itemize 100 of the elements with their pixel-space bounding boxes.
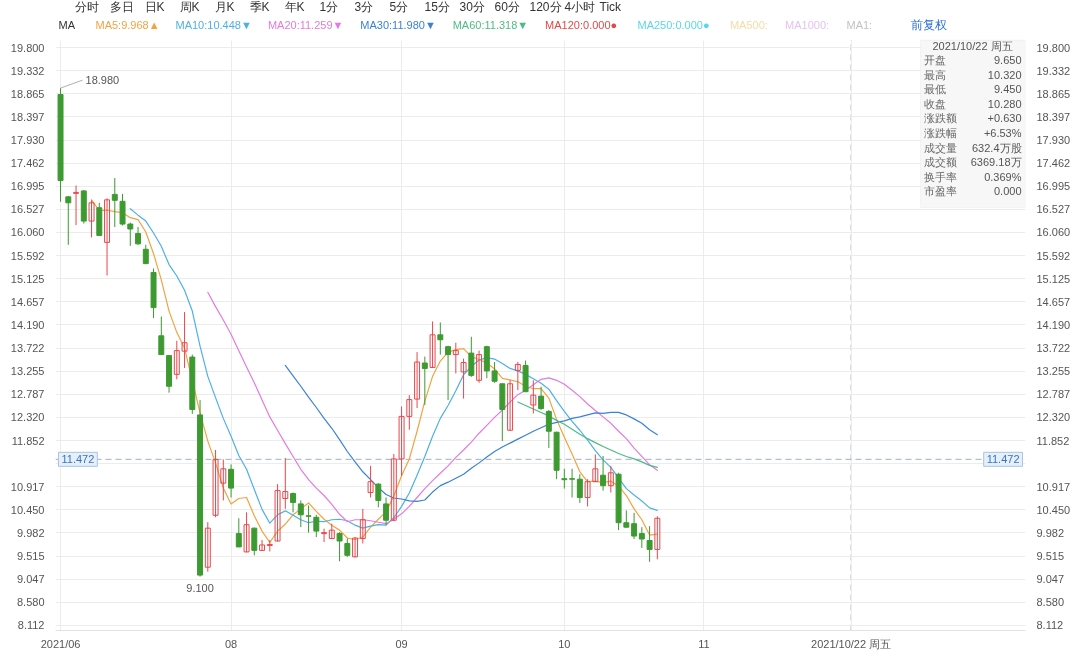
candlestick [119,193,126,227]
y2-tick-label: 17.462 [1036,157,1071,170]
candlestick [383,496,390,526]
text: 60分 [494,0,520,14]
text: 日K [144,0,165,14]
annotation: +6.53% [983,127,1022,139]
annotation: 收盘 [923,97,946,110]
annotation: 10.280 [987,97,1022,110]
text: 季K [249,0,270,14]
text: 周K [179,0,200,14]
candlestick [204,521,211,573]
annotation: 换手率 [923,170,957,183]
annotation: 0.369% [984,170,1022,183]
y-tick-label: 13.722 [10,342,45,355]
annotation: 6369.18万 [970,156,1022,169]
annotation: 最低 [923,83,946,96]
candlestick [73,184,80,226]
y2-tick-label: 14.657 [1036,295,1071,308]
candlestick [321,528,328,543]
candlestick [375,482,382,508]
y-tick-label: 10.917 [10,480,45,493]
y-tick-label: 12.787 [10,388,45,401]
candlestick [445,345,452,401]
candlestick [352,536,359,558]
legend-label: MA500: [729,18,768,31]
annotation: 632.4万股 [971,141,1022,154]
candlestick [367,465,374,498]
y2-tick-label: 16.527 [1036,203,1071,216]
text: 4小时 [564,0,596,14]
y-tick-label: 10.450 [10,503,45,516]
legend-label: MA120:0.000● [545,18,618,31]
y-tick-label: 12.320 [10,411,45,424]
candlestick [545,409,552,449]
legend-label: MA1: [846,18,873,31]
candlestick [414,351,421,409]
y2-tick-label: 12.787 [1036,388,1071,401]
line-series [517,401,658,468]
annotation: 最高 [923,68,946,81]
candlestick [600,455,607,492]
candlestick [313,514,320,538]
candlestick [88,199,95,238]
ref-line-label: 11.472 [61,453,95,466]
x-tick-label: 2021/06 [40,637,81,650]
y-tick-label: 14.190 [10,318,45,331]
text: MA20:11.259▼ [267,18,344,31]
annotation: 9.450 [993,83,1022,96]
y-tick-label: 9.982 [16,526,45,539]
text: 前复权 [910,17,947,32]
y2-tick-label: 8.112 [1036,619,1064,632]
y2-tick-label: 18.865 [1036,87,1071,100]
y-tick-label: 13.255 [10,365,45,378]
candlestick [259,539,266,552]
y2-tick-label: 19.800 [1036,41,1071,54]
x-tick-label: 08 [224,637,238,650]
text: 120分 [529,0,562,14]
x-tick-label: 09 [395,637,408,650]
annotation: 9.650 [993,54,1022,66]
y2-tick-label: 14.190 [1036,318,1071,331]
candlestick [491,361,498,384]
annotation: 成交额 [923,156,957,169]
text: MA5:9.968▲ [95,18,160,31]
annotation: 0.000 [993,185,1022,198]
annotation: 9.100 [186,581,214,594]
candlestick [514,361,521,391]
candlestick [654,515,661,560]
x-tick-label: 10 [558,637,571,650]
candlestick [359,508,366,544]
candlestick [569,468,576,498]
candlestick [460,358,467,400]
candlestick [437,321,444,356]
annotation: 开盘 [923,54,946,66]
annotation: 2021/10/22 周五 [932,39,1013,52]
candlestick [243,511,250,553]
y2-tick-label: 13.255 [1036,365,1071,378]
y2-tick-label: 10.917 [1036,480,1071,493]
y2-tick-label: 16.060 [1036,226,1071,239]
y-tick-label: 8.580 [16,596,45,609]
y-tick-label: 15.592 [10,249,45,262]
candlestick [297,499,304,528]
text: 1分 [319,0,339,14]
text: 年K [284,0,305,14]
y2-tick-label: 17.930 [1036,134,1071,146]
y-tick-label: 16.060 [10,226,45,239]
candlestick [561,468,568,490]
y-tick-label: 17.462 [10,157,45,170]
y2-tick-label: 10.450 [1036,503,1071,516]
candlestick [111,177,118,228]
y-tick-label: 11.852 [11,434,45,447]
annotation: 市盈率 [923,185,957,198]
y-tick-label: 17.930 [10,134,45,146]
text: 月K [214,0,235,14]
text: 15分 [424,0,450,14]
candlestick [538,386,545,411]
text: 分时 [74,0,99,14]
candlestick [530,379,537,414]
y-tick-label: 8.112 [17,619,45,632]
candlestick [638,526,645,549]
y2-tick-label: 16.995 [1036,180,1071,193]
text: MA30:11.980▼ [360,18,436,31]
y2-tick-label: 9.515 [1036,550,1065,563]
